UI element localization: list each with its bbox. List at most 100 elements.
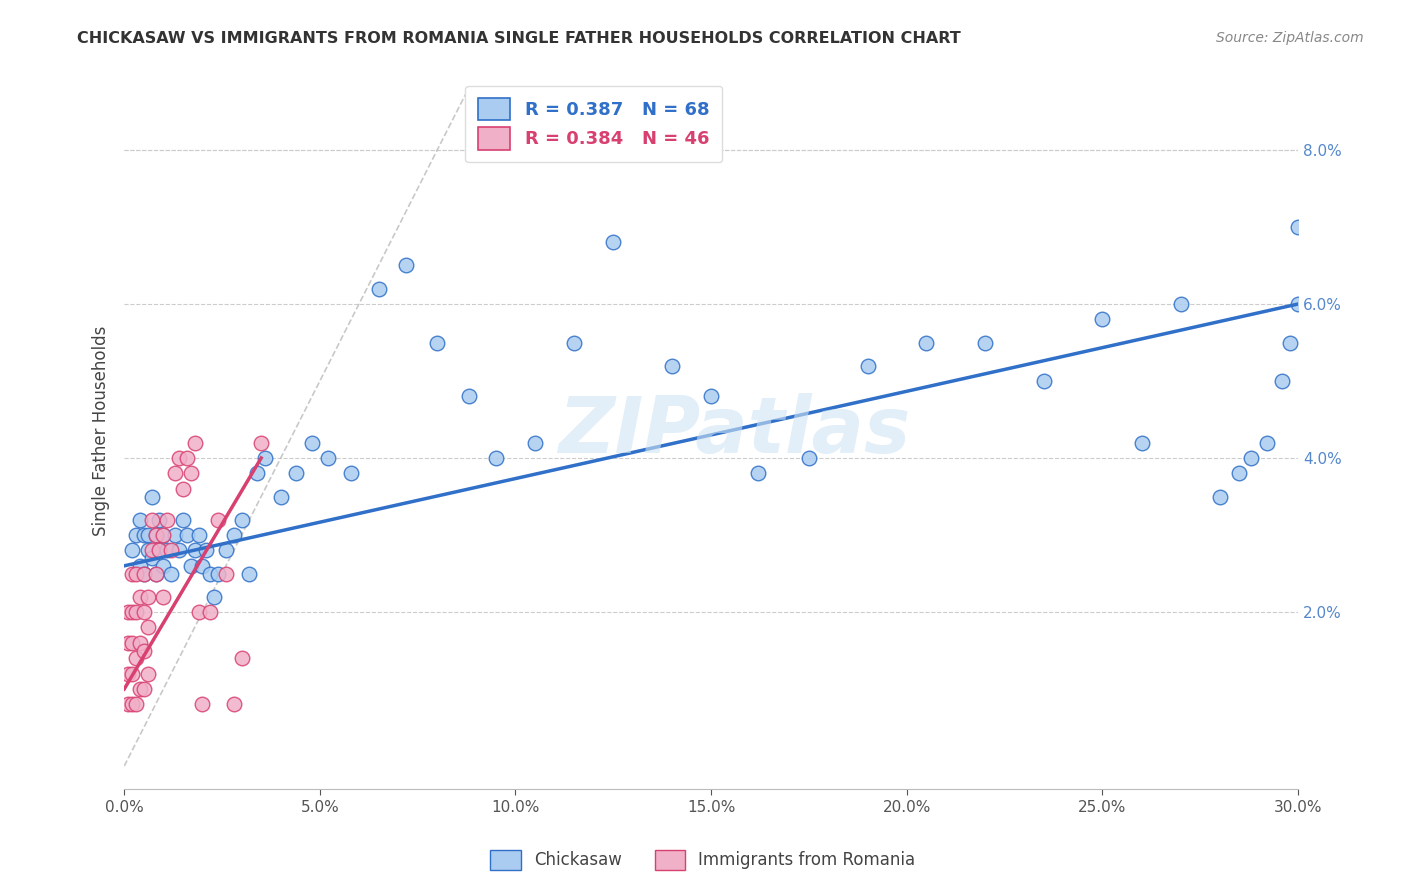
Point [285, 467, 308, 481]
Point [367, 282, 389, 296]
Point [207, 566, 229, 581]
Point [136, 620, 159, 634]
Point [485, 450, 508, 465]
Point [132, 528, 155, 542]
Point [128, 681, 150, 696]
Point [457, 389, 479, 403]
Point [316, 450, 339, 465]
Point [187, 528, 209, 542]
Point [132, 643, 155, 657]
Point [141, 543, 163, 558]
Point [915, 335, 938, 350]
Point [125, 605, 148, 619]
Point [125, 651, 148, 665]
Point [117, 698, 139, 712]
Point [1286, 297, 1309, 311]
Point [156, 513, 179, 527]
Point [121, 543, 143, 558]
Point [1256, 435, 1278, 450]
Point [148, 543, 170, 558]
Point [301, 435, 323, 450]
Point [202, 590, 225, 604]
Point [340, 467, 363, 481]
Point [222, 698, 245, 712]
Point [856, 359, 879, 373]
Point [1271, 374, 1294, 388]
Point [148, 513, 170, 527]
Point [426, 335, 449, 350]
Point [254, 450, 277, 465]
Point [152, 528, 174, 542]
Point [180, 467, 202, 481]
Y-axis label: Single Father Households: Single Father Households [93, 326, 110, 536]
Point [1130, 435, 1153, 450]
Point [1170, 297, 1192, 311]
Text: Source: ZipAtlas.com: Source: ZipAtlas.com [1216, 31, 1364, 45]
Point [167, 543, 190, 558]
Point [176, 528, 198, 542]
Point [141, 551, 163, 566]
Point [117, 605, 139, 619]
Point [524, 435, 547, 450]
Point [136, 666, 159, 681]
Point [1227, 467, 1250, 481]
Point [132, 681, 155, 696]
Point [128, 558, 150, 573]
Point [172, 513, 194, 527]
Point [191, 698, 214, 712]
Text: ZIPatlas: ZIPatlas [558, 393, 911, 469]
Point [132, 605, 155, 619]
Point [172, 482, 194, 496]
Point [160, 566, 183, 581]
Point [215, 543, 238, 558]
Point [195, 543, 218, 558]
Point [191, 558, 214, 573]
Point [602, 235, 624, 250]
Point [145, 566, 167, 581]
Point [215, 566, 238, 581]
Point [187, 605, 209, 619]
Point [121, 605, 143, 619]
Point [1240, 450, 1263, 465]
Point [250, 435, 273, 450]
Point [152, 590, 174, 604]
Point [128, 590, 150, 604]
Point [136, 543, 159, 558]
Point [661, 359, 683, 373]
Point [141, 490, 163, 504]
Point [156, 543, 179, 558]
Point [222, 528, 245, 542]
Point [1091, 312, 1114, 326]
Point [165, 467, 187, 481]
Point [121, 636, 143, 650]
Point [797, 450, 820, 465]
Point [1209, 490, 1232, 504]
Point [176, 450, 198, 465]
Point [165, 528, 187, 542]
Point [747, 467, 769, 481]
Point [1286, 219, 1309, 234]
Point [700, 389, 723, 403]
Point [148, 543, 170, 558]
Point [270, 490, 292, 504]
Point [136, 528, 159, 542]
Point [121, 666, 143, 681]
Point [125, 528, 148, 542]
Point [231, 651, 253, 665]
Point [121, 566, 143, 581]
Point [145, 566, 167, 581]
Point [125, 566, 148, 581]
Point [117, 636, 139, 650]
Point [238, 566, 260, 581]
Legend: R = 0.387   N = 68, R = 0.384   N = 46: R = 0.387 N = 68, R = 0.384 N = 46 [465, 86, 723, 162]
Point [128, 513, 150, 527]
Point [167, 450, 190, 465]
Point [117, 666, 139, 681]
Point [132, 566, 155, 581]
Point [200, 566, 222, 581]
Point [562, 335, 585, 350]
Point [136, 590, 159, 604]
Point [152, 558, 174, 573]
Legend: Chickasaw, Immigrants from Romania: Chickasaw, Immigrants from Romania [484, 843, 922, 877]
Text: CHICKASAW VS IMMIGRANTS FROM ROMANIA SINGLE FATHER HOUSEHOLDS CORRELATION CHART: CHICKASAW VS IMMIGRANTS FROM ROMANIA SIN… [77, 31, 962, 46]
